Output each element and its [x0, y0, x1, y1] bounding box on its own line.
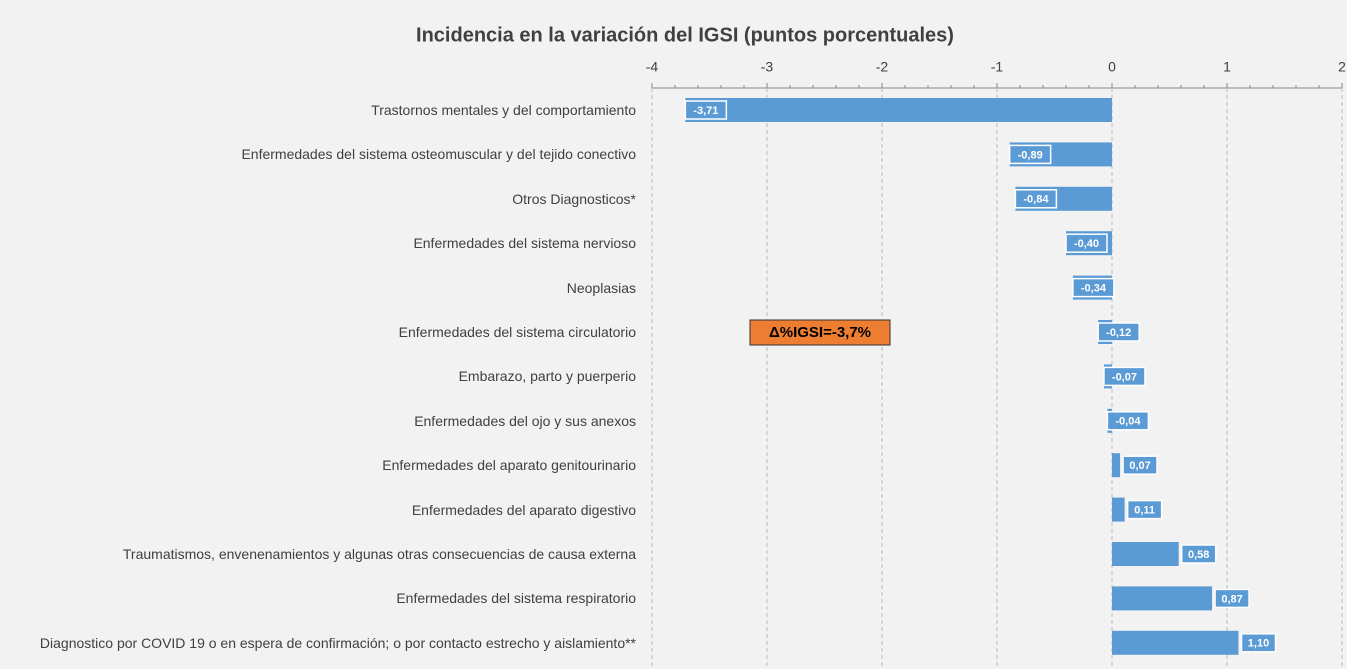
- y-tick-label: Enfermedades del ojo y sus anexos: [414, 412, 636, 429]
- bar: [685, 98, 1112, 122]
- value-label-box: [684, 100, 728, 120]
- y-tick-label: Embarazo, parto y puerperio: [458, 368, 636, 385]
- y-tick-label: Traumatismos, envenenamientos y algunas …: [122, 546, 636, 562]
- x-tick-label: -4: [646, 59, 659, 75]
- value-label: -0,34: [1081, 283, 1107, 295]
- y-tick-label: Neoplasias: [566, 279, 636, 296]
- value-label-box: [1072, 277, 1115, 298]
- value-label: 0,07: [1129, 460, 1150, 472]
- value-label: -0,40: [1074, 238, 1099, 250]
- value-label-box: [1014, 189, 1058, 209]
- value-label-box: [1065, 233, 1108, 253]
- y-tick-label: Enfermedades del sistema circulatorio: [398, 324, 636, 340]
- value-label: 0,87: [1221, 593, 1242, 605]
- y-tick-label: Enfermedades del aparato genitourinario: [382, 457, 636, 474]
- y-tick-label: Enfermedades del aparato digestivo: [411, 501, 636, 518]
- value-label: -3,71: [693, 105, 718, 117]
- bar: [1112, 586, 1213, 611]
- y-tick-label: Enfermedades del sistema osteomuscular y…: [241, 146, 636, 163]
- x-tick-label: 2: [1338, 59, 1346, 75]
- value-label: -0,12: [1106, 327, 1131, 339]
- value-label-box: [1106, 411, 1150, 431]
- chart-title: Incidencia en la variación del IGSI (pun…: [416, 24, 954, 46]
- annotation: Δ%IGSI=-3,7%: [769, 324, 871, 341]
- annotation-box: [749, 319, 891, 346]
- bar: [1112, 497, 1125, 522]
- y-tick-label: Otros Diagnosticos*: [512, 190, 636, 207]
- value-label-box: [1097, 322, 1140, 342]
- x-tick-label: -2: [876, 59, 889, 75]
- bar: [1112, 630, 1239, 655]
- value-label-box: [1180, 544, 1217, 564]
- value-label: 1,10: [1248, 638, 1269, 650]
- value-label-box: [1126, 499, 1163, 520]
- value-label: 0,11: [1134, 505, 1155, 517]
- x-tick-label: 0: [1108, 59, 1116, 75]
- value-label: -0,84: [1023, 194, 1049, 206]
- value-label: -0,89: [1018, 149, 1043, 161]
- y-tick-label: Trastornos mentales y del comportamiento: [371, 102, 636, 118]
- bar: [1112, 453, 1121, 478]
- value-label: -0,07: [1112, 371, 1137, 383]
- value-label-box: [1008, 144, 1052, 165]
- value-label: 0,58: [1188, 549, 1209, 561]
- value-label-box: [1122, 455, 1158, 475]
- bar: [1112, 542, 1179, 566]
- y-tick-label: Enfermedades del sistema nervioso: [413, 235, 636, 252]
- y-tick-label: Diagnostico por COVID 19 o en espera de …: [39, 634, 636, 651]
- value-label-box: [1214, 588, 1250, 609]
- x-tick-label: 1: [1223, 59, 1231, 75]
- value-label-box: [1240, 633, 1277, 653]
- value-label-box: [1103, 366, 1146, 387]
- x-tick-label: -1: [991, 59, 1004, 75]
- value-label: -0,04: [1115, 416, 1141, 428]
- x-tick-label: -3: [761, 59, 774, 75]
- y-tick-label: Enfermedades del sistema respiratorio: [396, 590, 636, 607]
